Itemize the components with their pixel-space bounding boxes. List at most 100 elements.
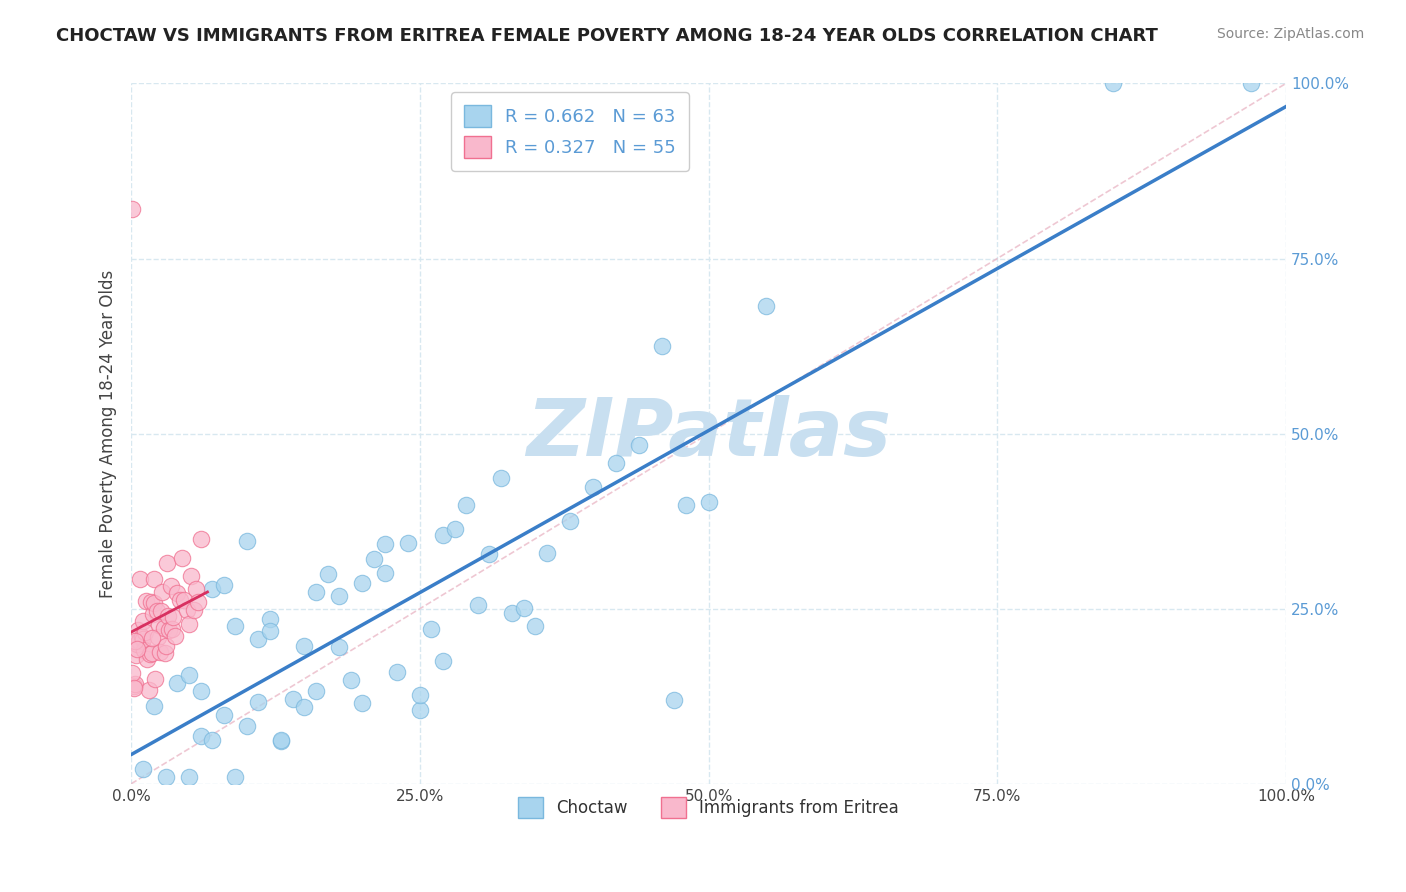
Point	[224, 770, 246, 784]
Point	[328, 589, 350, 603]
Point	[135, 594, 157, 608]
Text: Source: ZipAtlas.com: Source: ZipAtlas.com	[1216, 27, 1364, 41]
Point	[127, 624, 149, 638]
Point	[558, 514, 581, 528]
Point	[129, 572, 152, 586]
Y-axis label: Female Poverty Among 18-24 Year Olds: Female Poverty Among 18-24 Year Olds	[100, 269, 117, 598]
Point	[155, 770, 177, 784]
Point	[409, 688, 432, 702]
Point	[177, 668, 200, 682]
Point	[152, 585, 174, 599]
Text: ZIPatlas: ZIPatlas	[526, 394, 891, 473]
Point	[143, 596, 166, 610]
Point	[432, 528, 454, 542]
Point	[1101, 77, 1123, 91]
Point	[132, 632, 155, 647]
Point	[139, 595, 162, 609]
Point	[125, 638, 148, 652]
Point	[160, 622, 183, 636]
Point	[143, 573, 166, 587]
Point	[605, 456, 627, 470]
Legend: Choctaw, Immigrants from Eritrea: Choctaw, Immigrants from Eritrea	[512, 790, 905, 824]
Point	[409, 703, 432, 717]
Point	[134, 624, 156, 639]
Point	[294, 699, 316, 714]
Point	[149, 645, 172, 659]
Point	[157, 608, 180, 623]
Point	[432, 654, 454, 668]
Point	[235, 719, 257, 733]
Point	[201, 733, 224, 747]
Point	[212, 707, 235, 722]
Point	[270, 734, 292, 748]
Point	[224, 619, 246, 633]
Point	[212, 578, 235, 592]
Point	[150, 604, 173, 618]
Point	[489, 470, 512, 484]
Point	[148, 617, 170, 632]
Point	[138, 647, 160, 661]
Point	[162, 610, 184, 624]
Point	[352, 576, 374, 591]
Point	[166, 585, 188, 599]
Point	[190, 683, 212, 698]
Point	[122, 681, 145, 695]
Point	[235, 534, 257, 549]
Point	[124, 634, 146, 648]
Point	[141, 632, 163, 646]
Point	[157, 623, 180, 637]
Point	[201, 582, 224, 597]
Point	[259, 612, 281, 626]
Point	[152, 621, 174, 635]
Point	[177, 770, 200, 784]
Point	[420, 622, 443, 636]
Point	[141, 646, 163, 660]
Point	[294, 639, 316, 653]
Point	[328, 640, 350, 654]
Point	[177, 617, 200, 632]
Point	[363, 551, 385, 566]
Point	[305, 683, 328, 698]
Point	[136, 652, 159, 666]
Point	[132, 762, 155, 776]
Point	[675, 498, 697, 512]
Point	[374, 537, 396, 551]
Point	[651, 338, 673, 352]
Point	[270, 733, 292, 747]
Point	[124, 676, 146, 690]
Point	[131, 630, 153, 644]
Point	[132, 615, 155, 629]
Point	[142, 607, 165, 621]
Point	[524, 619, 547, 633]
Point	[143, 698, 166, 713]
Point	[628, 438, 651, 452]
Point	[132, 643, 155, 657]
Point	[443, 523, 465, 537]
Point	[247, 695, 270, 709]
Point	[145, 672, 167, 686]
Point	[1240, 77, 1263, 91]
Point	[156, 556, 179, 570]
Point	[316, 567, 339, 582]
Point	[166, 675, 188, 690]
Point	[374, 566, 396, 580]
Point	[396, 535, 419, 549]
Point	[501, 606, 523, 620]
Point	[247, 632, 270, 646]
Point	[385, 665, 408, 679]
Point	[305, 584, 328, 599]
Point	[121, 202, 143, 217]
Point	[180, 569, 202, 583]
Point	[259, 624, 281, 638]
Point	[121, 666, 143, 681]
Point	[190, 532, 212, 546]
Point	[170, 550, 193, 565]
Point	[536, 546, 558, 560]
Point	[697, 495, 720, 509]
Point	[165, 629, 187, 643]
Point	[122, 680, 145, 694]
Point	[155, 639, 177, 653]
Point	[513, 601, 536, 615]
Point	[662, 692, 685, 706]
Point	[183, 603, 205, 617]
